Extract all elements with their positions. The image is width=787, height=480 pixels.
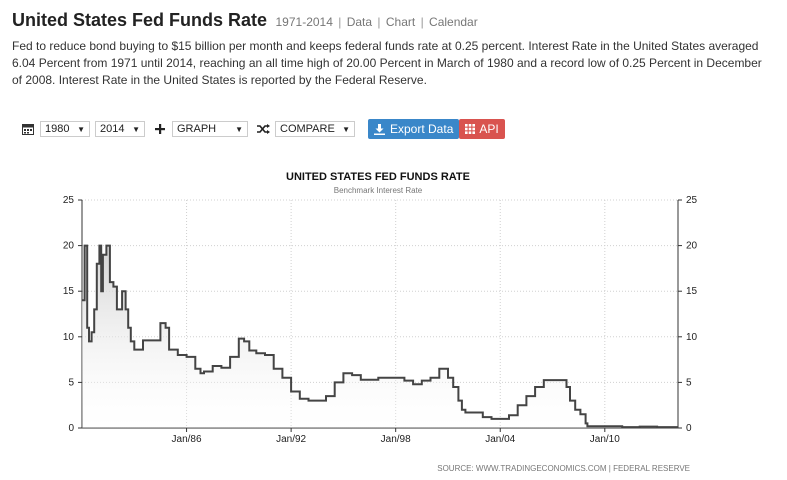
x-tick-label: Jan/92 xyxy=(276,434,306,445)
chart-subtitle: Benchmark Interest Rate xyxy=(334,186,423,195)
compare-select[interactable]: COMPARE ▼ xyxy=(275,121,355,137)
y-tick-label-right: 15 xyxy=(686,286,698,297)
y-tick-label-right: 5 xyxy=(686,377,692,388)
y-tick-label-left: 10 xyxy=(63,332,75,343)
y-tick-label-right: 10 xyxy=(686,332,698,343)
grid-icon xyxy=(465,124,476,134)
tick-labels: 0 0 5 5 10 10 15 15 20 20 25 25 Jan/86 Jan/92 Jan/98 Ja… xyxy=(63,195,698,445)
y-tick-label-left: 5 xyxy=(68,377,74,388)
y-tick-label-right: 20 xyxy=(686,241,698,252)
x-tick-label: Jan/86 xyxy=(172,434,202,445)
description: Fed to reduce bond buying to $15 billion… xyxy=(12,39,762,87)
from-year-select[interactable]: 1980 ▼ xyxy=(40,121,90,137)
export-data-button[interactable]: Export Data xyxy=(368,119,460,139)
area-fill xyxy=(82,245,678,428)
x-tick-label: Jan/04 xyxy=(485,434,515,445)
y-tick-label-left: 0 xyxy=(68,423,74,434)
plus-icon[interactable] xyxy=(154,123,166,135)
y-tick-label-left: 25 xyxy=(63,195,75,206)
download-icon xyxy=(374,123,385,135)
chevron-down-icon: ▼ xyxy=(77,124,85,134)
x-tick-label: Jan/98 xyxy=(381,434,411,445)
chevron-down-icon: ▼ xyxy=(235,124,243,134)
to-year-select[interactable]: 2014 ▼ xyxy=(95,121,145,137)
rate-series-line xyxy=(82,244,678,429)
calendar-link[interactable]: Calendar xyxy=(429,15,478,29)
chart-title: UNITED STATES FED FUNDS RATE xyxy=(286,171,470,183)
source-note: SOURCE: WWW.TRADINGECONOMICS.COM | FEDER… xyxy=(437,464,690,473)
fed-funds-chart: UNITED STATES FED FUNDS RATE Benchmark I… xyxy=(63,171,698,473)
chevron-down-icon: ▼ xyxy=(132,124,140,134)
header-subtitle: 1971-2014 | Data | Chart | Calendar xyxy=(275,15,478,29)
x-tick-label: Jan/10 xyxy=(590,434,620,445)
chevron-down-icon: ▼ xyxy=(342,124,350,134)
page-header: United States Fed Funds Rate 1971-2014 |… xyxy=(12,10,478,31)
y-tick-label-left: 20 xyxy=(63,241,75,252)
date-range: 1971-2014 xyxy=(275,15,333,29)
y-tick-label-left: 15 xyxy=(63,286,75,297)
page-title: United States Fed Funds Rate xyxy=(12,10,268,30)
toolbar: 1980 ▼ 2014 ▼ GRAPH ▼ COMPARE ▼ Export Data … xyxy=(22,119,505,139)
shuffle-icon[interactable] xyxy=(257,123,270,135)
chart-link[interactable]: Chart xyxy=(385,15,416,29)
y-tick-label-right: 0 xyxy=(686,423,692,434)
graph-select[interactable]: GRAPH ▼ xyxy=(172,121,248,137)
api-button[interactable]: API xyxy=(459,119,505,139)
data-link[interactable]: Data xyxy=(346,15,373,29)
y-tick-label-right: 25 xyxy=(686,195,698,206)
calendar-icon xyxy=(22,123,34,135)
